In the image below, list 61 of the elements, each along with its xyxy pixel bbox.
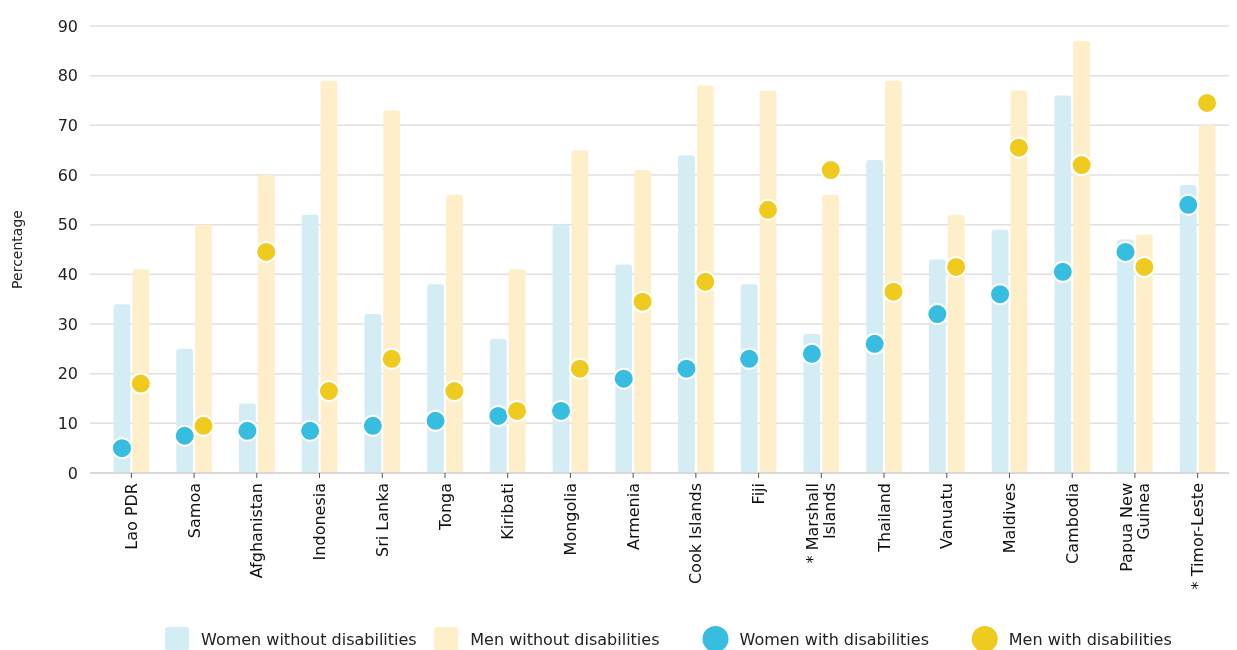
x-tick-label: Samoa	[184, 483, 204, 539]
bar	[383, 110, 401, 473]
x-tick-label: Armenia	[623, 483, 643, 551]
bar	[678, 155, 695, 473]
x-tick-label: Cambodia	[1062, 483, 1082, 564]
x-tick-label: Lao PDR	[121, 483, 141, 550]
x-tick-label: * Marshall Islands	[803, 483, 839, 564]
x-tick-label: Tonga	[435, 483, 455, 531]
bar	[257, 175, 275, 473]
bar	[928, 259, 946, 473]
bar	[885, 80, 902, 473]
bar	[947, 214, 965, 473]
y-tick-label: 30	[57, 314, 78, 334]
bar	[822, 194, 840, 473]
bar	[740, 284, 758, 473]
y-axis-title: Percentage	[9, 210, 25, 289]
x-tick-label: Kiribati	[498, 483, 518, 540]
bar	[615, 264, 633, 473]
x-tick-label: Sri Lanka	[372, 483, 392, 557]
bar	[1179, 184, 1197, 473]
bar	[195, 224, 212, 473]
bar	[696, 85, 714, 473]
y-tick-label: 0	[67, 463, 78, 483]
x-tick-label: Indonesia	[310, 483, 330, 561]
legend-label: Men with disabilities	[1008, 629, 1172, 649]
y-tick-label: 50	[57, 215, 78, 235]
bar	[1117, 239, 1134, 473]
bar	[1054, 95, 1072, 473]
y-tick-label: 20	[57, 364, 78, 384]
x-tick-label: Maldives	[1000, 483, 1020, 554]
legend-label: Women without disabilities	[201, 629, 417, 649]
legend-label: Women with disabilities	[739, 629, 929, 649]
bar	[866, 160, 884, 473]
bar	[1010, 90, 1028, 473]
bar	[759, 90, 777, 473]
x-tick-label: Cook Islands	[686, 483, 706, 585]
bar	[427, 284, 444, 473]
bar	[445, 194, 463, 473]
x-tick-label: Fiji	[749, 483, 769, 505]
x-tick-label: * Timor-Leste	[1188, 483, 1208, 590]
bar	[571, 150, 589, 473]
y-tick-label: 80	[57, 66, 78, 86]
x-tick-label: Papua New Guinea	[1116, 483, 1153, 572]
y-tick-label: 70	[57, 115, 78, 135]
bar	[1135, 234, 1153, 473]
bar	[1073, 40, 1091, 473]
x-tick-label: Vanuatu	[937, 483, 957, 550]
bar	[1198, 125, 1216, 473]
x-tick-label: Afghanistan	[247, 483, 267, 579]
bar	[132, 269, 150, 473]
bar	[634, 170, 651, 473]
bar	[301, 214, 319, 473]
legend-label: Men without disabilities	[470, 629, 660, 649]
y-tick-label: 40	[57, 264, 78, 284]
y-tick-label: 10	[57, 413, 78, 433]
bar	[508, 269, 526, 473]
bar	[320, 80, 338, 473]
y-tick-label: 60	[57, 165, 78, 185]
x-tick-label: Thailand	[874, 483, 894, 553]
x-tick-label: Mongolia	[561, 483, 581, 556]
y-tick-label: 90	[57, 16, 78, 36]
